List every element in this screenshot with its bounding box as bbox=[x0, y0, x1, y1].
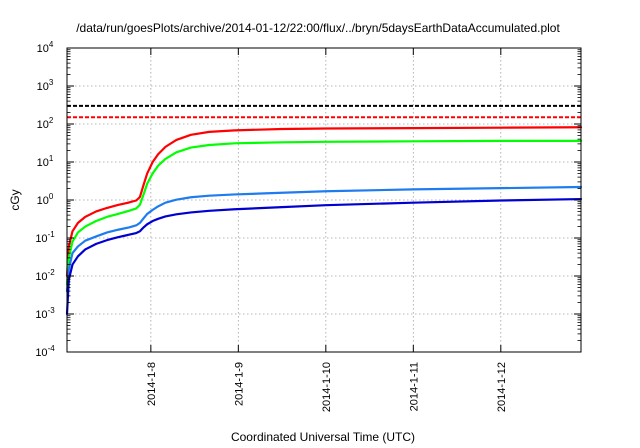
y-tick-label: 100 bbox=[37, 192, 54, 207]
series-line bbox=[65, 197, 583, 316]
x-tick-label: 2014-1-11 bbox=[408, 362, 420, 411]
x-tick-label: 2014-1-10 bbox=[321, 362, 333, 412]
y-axis-label: cGy bbox=[8, 189, 22, 210]
x-tick-label: 2014-1-8 bbox=[146, 362, 158, 406]
x-tick-labels: 2014-1-8 2014-1-9 2014-1-10 2014-1-11 2014-1… bbox=[146, 362, 508, 412]
x-tick-label: 2014-1-9 bbox=[233, 362, 245, 406]
y-tick-label: 10-4 bbox=[35, 344, 55, 359]
series-line bbox=[65, 185, 583, 293]
series-line bbox=[65, 139, 583, 286]
y-tick-label: 10-2 bbox=[35, 268, 55, 283]
y-tick-label: 10-3 bbox=[35, 306, 55, 321]
y-tick-label: 103 bbox=[37, 78, 54, 93]
series-line bbox=[65, 126, 583, 278]
y-tick-labels: 10-4 10-3 10-2 10-1 100 101 102 103 104 bbox=[35, 40, 55, 359]
reference-lines bbox=[67, 104, 581, 119]
x-tick-label: 2014-1-12 bbox=[496, 362, 508, 412]
series-lines bbox=[65, 126, 583, 316]
ticks bbox=[67, 47, 581, 353]
y-tick-label: 104 bbox=[37, 40, 54, 55]
y-tick-label: 102 bbox=[37, 116, 54, 131]
y-tick-label: 101 bbox=[37, 154, 54, 169]
x-axis-label: Coordinated Universal Time (UTC) bbox=[231, 430, 415, 444]
chart-title: /data/run/goesPlots/archive/2014-01-12/2… bbox=[76, 21, 560, 35]
y-tick-label: 10-1 bbox=[35, 230, 55, 245]
